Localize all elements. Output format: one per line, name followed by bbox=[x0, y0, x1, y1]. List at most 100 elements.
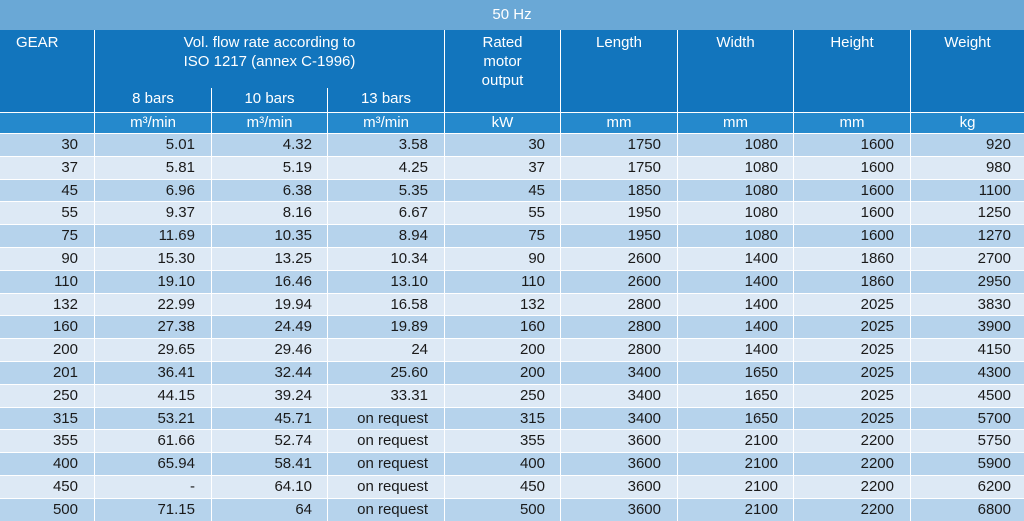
cell-divider bbox=[677, 361, 678, 384]
cell-weight: 1250 bbox=[977, 204, 1011, 222]
cell-divider bbox=[910, 179, 911, 202]
cell-weight: 980 bbox=[985, 158, 1011, 176]
cell-width: 1650 bbox=[744, 363, 778, 381]
cell-divider bbox=[677, 247, 678, 270]
cell-divider bbox=[327, 407, 328, 430]
header-divider bbox=[677, 30, 678, 133]
cell-flow-10bar: 4.32 bbox=[282, 136, 312, 153]
length-header: Length bbox=[596, 34, 642, 51]
cell-divider bbox=[94, 498, 95, 521]
cell-motor-output: 45 bbox=[528, 181, 545, 199]
cell-divider bbox=[211, 498, 212, 521]
unit-weight: kg bbox=[959, 114, 976, 131]
cell-height: 2200 bbox=[860, 455, 894, 473]
cell-width: 2100 bbox=[744, 432, 778, 450]
cell-divider bbox=[444, 430, 445, 453]
cell-divider bbox=[560, 202, 561, 225]
cell-flow-13bar: 13.10 bbox=[390, 272, 428, 290]
cell-width: 1080 bbox=[744, 204, 778, 222]
cell-flow-13bar: 16.58 bbox=[390, 295, 428, 313]
cell-motor-output: 90 bbox=[528, 249, 545, 267]
cell-motor-output: 500 bbox=[519, 500, 545, 518]
cell-divider bbox=[910, 361, 911, 384]
cell-divider bbox=[211, 156, 212, 179]
cell-divider bbox=[910, 134, 911, 156]
cell-divider bbox=[560, 247, 561, 270]
cell-height: 2025 bbox=[860, 341, 894, 359]
flow-header-line1: Vol. flow rate according to bbox=[183, 34, 356, 51]
cell-divider bbox=[677, 270, 678, 293]
cell-weight: 6200 bbox=[977, 477, 1011, 495]
cell-divider bbox=[211, 270, 212, 293]
cell-weight: 5750 bbox=[977, 432, 1011, 450]
cell-weight: 1270 bbox=[977, 227, 1011, 245]
cell-flow-13bar: 10.34 bbox=[390, 249, 428, 267]
cell-width: 1400 bbox=[744, 272, 778, 290]
cell-divider bbox=[444, 270, 445, 293]
cell-flow-13bar: 19.89 bbox=[390, 318, 428, 336]
cell-divider bbox=[677, 134, 678, 156]
cell-width: 1080 bbox=[744, 136, 778, 153]
cell-divider bbox=[327, 384, 328, 407]
cell-divider bbox=[793, 316, 794, 339]
cell-gear: 355 bbox=[52, 432, 78, 450]
cell-flow-10bar: 8.16 bbox=[282, 204, 312, 222]
cell-divider bbox=[327, 430, 328, 453]
cell-gear: 160 bbox=[52, 318, 78, 336]
cell-divider bbox=[327, 247, 328, 270]
cell-height: 1600 bbox=[860, 158, 894, 176]
cell-divider bbox=[560, 270, 561, 293]
header-divider bbox=[910, 30, 911, 133]
cell-weight: 3830 bbox=[977, 295, 1011, 313]
cell-flow-10bar: 24.49 bbox=[274, 318, 312, 336]
cell-height: 2200 bbox=[860, 432, 894, 450]
cell-weight: 3900 bbox=[977, 318, 1011, 336]
cell-width: 1080 bbox=[744, 181, 778, 199]
cell-flow-13bar: on request bbox=[357, 409, 428, 427]
cell-divider bbox=[211, 247, 212, 270]
flow-header-line2: ISO 1217 (annex C-1996) bbox=[183, 53, 356, 70]
table-row: 450 - 64.10 on request 450 3600 2100 2200 6200 bbox=[0, 474, 1024, 498]
table-row: 90 15.30 13.25 10.34 90 2600 1400 1860 2700 bbox=[0, 246, 1024, 270]
cell-flow-8bar: 11.69 bbox=[158, 227, 195, 245]
cell-divider bbox=[793, 202, 794, 225]
cell-weight: 1100 bbox=[978, 181, 1011, 199]
cell-length: 2600 bbox=[627, 249, 661, 267]
cell-divider bbox=[677, 156, 678, 179]
cell-divider bbox=[211, 134, 212, 156]
cell-divider bbox=[793, 453, 794, 475]
cell-divider bbox=[211, 225, 212, 247]
cell-divider bbox=[793, 361, 794, 384]
table-row: 250 44.15 39.24 33.31 250 3400 1650 2025 4500 bbox=[0, 383, 1024, 407]
cell-flow-8bar: 15.30 bbox=[157, 249, 195, 267]
cell-divider bbox=[444, 384, 445, 407]
cell-length: 2800 bbox=[627, 341, 661, 359]
cell-divider bbox=[211, 430, 212, 453]
cell-divider bbox=[444, 453, 445, 475]
cell-divider bbox=[910, 156, 911, 179]
cell-divider bbox=[444, 339, 445, 361]
cell-length: 1750 bbox=[627, 136, 661, 153]
cell-divider bbox=[793, 179, 794, 202]
table-row: 55 9.37 8.16 6.67 55 1950 1080 1600 1250 bbox=[0, 201, 1024, 225]
cell-divider bbox=[793, 134, 794, 156]
width-header: Width bbox=[716, 34, 755, 51]
cell-divider bbox=[910, 407, 911, 430]
cell-divider bbox=[327, 225, 328, 247]
cell-flow-13bar: 33.31 bbox=[390, 386, 428, 404]
table-row: 110 19.10 16.46 13.10 110 2600 1400 1860 2950 bbox=[0, 269, 1024, 293]
table-row: 500 71.15 64 on request 500 3600 2100 2200 6800 bbox=[0, 497, 1024, 521]
cell-flow-8bar: 36.41 bbox=[157, 363, 195, 381]
cell-divider bbox=[793, 384, 794, 407]
cell-gear: 132 bbox=[52, 295, 78, 313]
unit-length: mm bbox=[606, 114, 632, 131]
cell-gear: 450 bbox=[52, 477, 78, 495]
header-divider bbox=[94, 30, 95, 133]
cell-flow-13bar: 6.67 bbox=[398, 204, 428, 222]
header-divider bbox=[444, 30, 445, 133]
cell-length: 2800 bbox=[627, 318, 661, 336]
cell-flow-8bar: 5.81 bbox=[165, 158, 195, 176]
cell-divider bbox=[94, 247, 95, 270]
cell-divider bbox=[793, 270, 794, 293]
cell-divider bbox=[94, 475, 95, 498]
